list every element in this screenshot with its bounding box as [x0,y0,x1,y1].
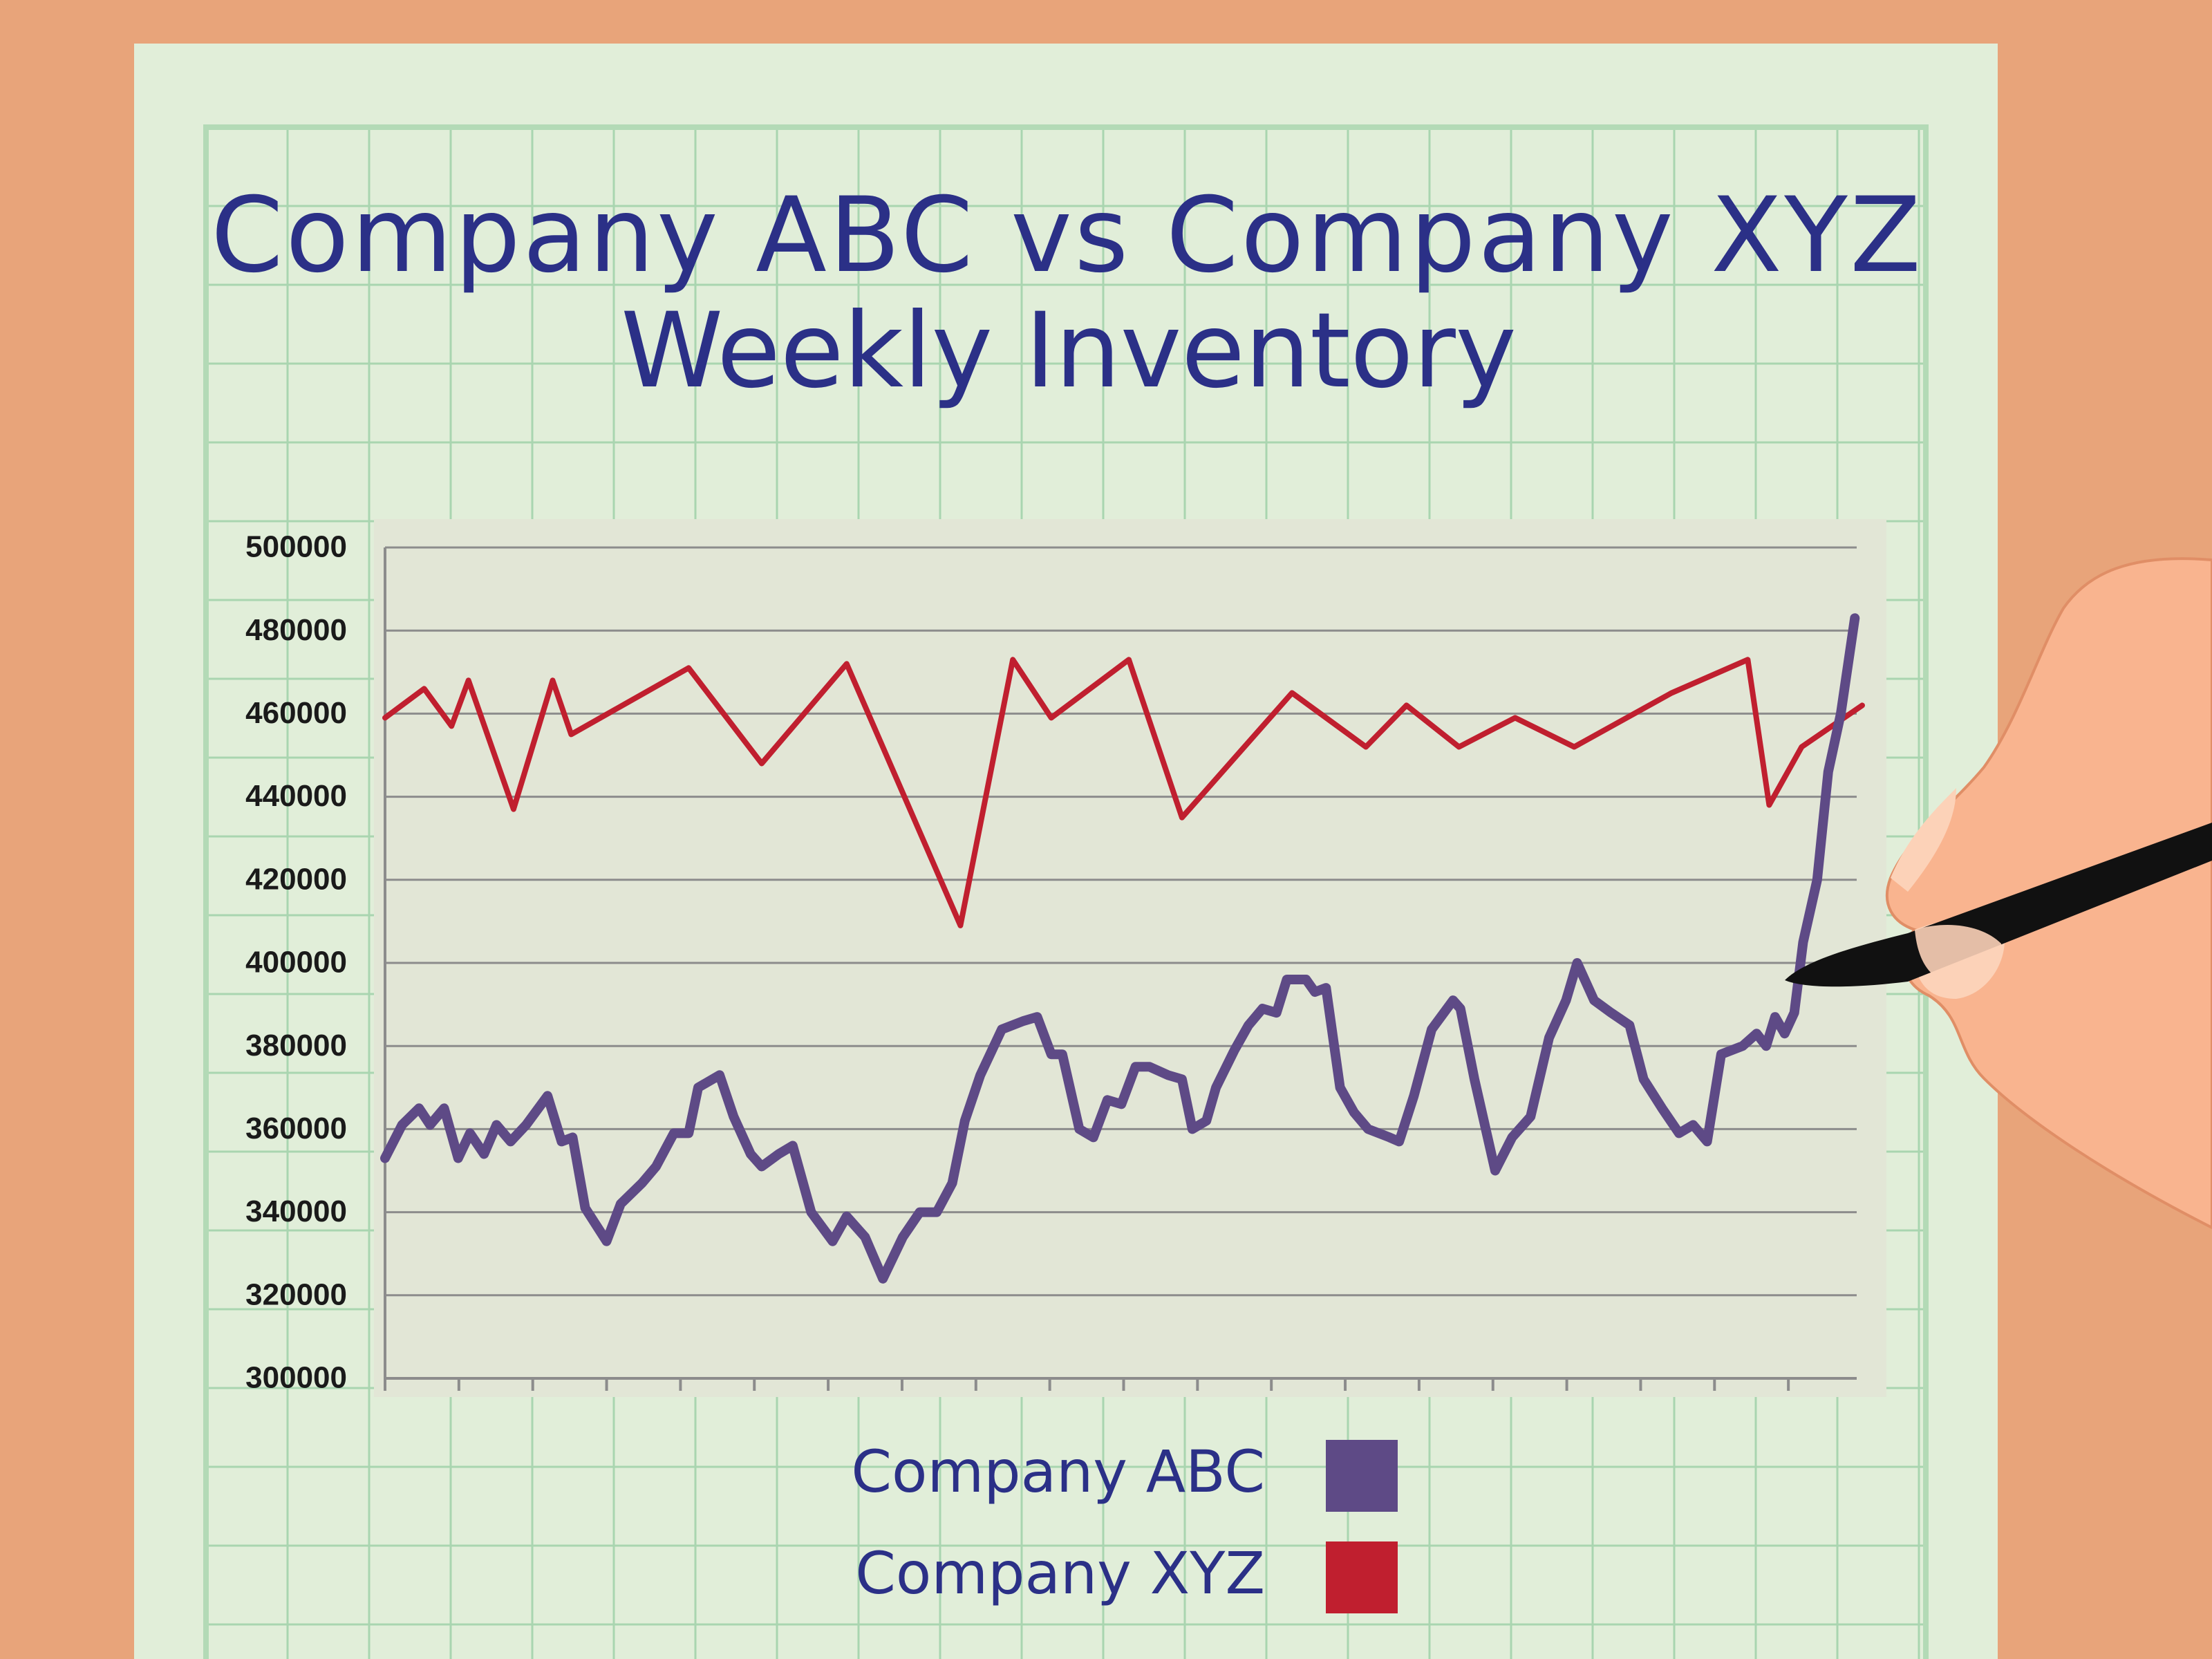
data-line [380,613,1860,1284]
y-tick-label: 340000 [245,1194,347,1228]
y-tick-label: 440000 [245,779,347,813]
y-tick-label: 360000 [245,1112,347,1145]
chart: 300000 320000 340000 360000 380000 400000 4200… [245,530,1865,1613]
legend-swatch [1326,1440,1398,1512]
y-tick-label: 320000 [245,1277,347,1311]
finger-nail [1891,788,1956,892]
chart-title: Weekly Inventory [621,291,1517,411]
chart-title: Company ABC vs Company XYZ [211,176,1921,296]
legend-label: Company ABC [851,1438,1265,1506]
y-tick-label: 460000 [245,696,347,730]
pen [1785,823,2212,987]
thumb-tip [1915,924,2002,985]
y-tick-label: 400000 [245,946,347,980]
y-tick-label: 420000 [245,862,347,896]
legend-swatch [1326,1541,1398,1613]
y-tick-label: 500000 [245,530,347,564]
y-tick-label: 380000 [245,1029,347,1062]
legend-label: Company XYZ [855,1539,1265,1607]
hand [1785,557,2212,1230]
plot-area [374,519,1886,1397]
data-line [382,657,1865,928]
y-tick-label: 300000 [245,1361,347,1395]
y-tick-label: 480000 [245,613,347,647]
